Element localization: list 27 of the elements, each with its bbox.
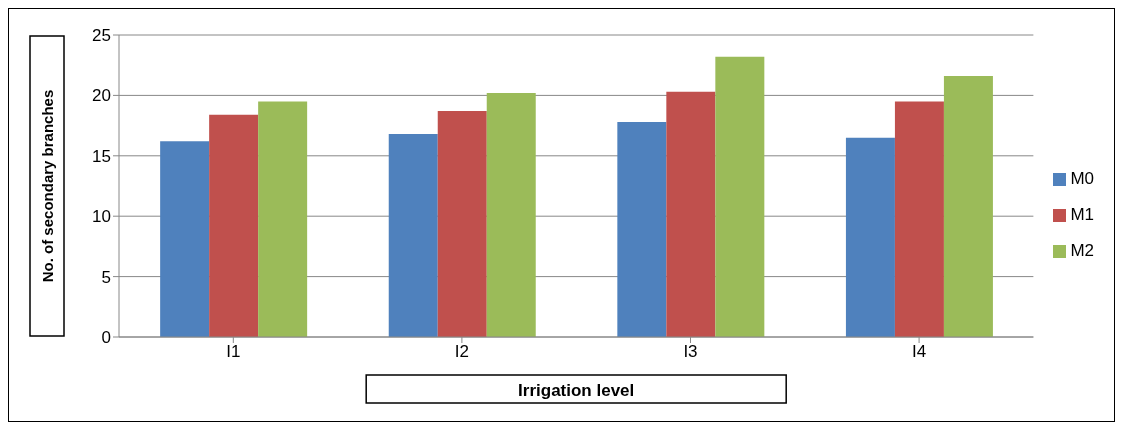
bar: [943, 76, 993, 337]
bar: [845, 137, 895, 337]
bar: [715, 56, 765, 337]
x-tick-label: I4: [911, 342, 927, 362]
y-tick-label: 20: [92, 86, 111, 106]
bar: [666, 91, 716, 337]
x-axis-title: Irrigation level: [518, 380, 635, 400]
bar: [894, 101, 944, 337]
y-tick-label: 5: [101, 267, 111, 287]
bar: [160, 141, 210, 337]
y-axis-title: No. of secondary branches: [38, 89, 56, 283]
legend-label: M1: [1070, 205, 1094, 224]
x-tick-label: I3: [683, 342, 698, 362]
y-tick-label: 0: [101, 328, 111, 348]
bar: [437, 111, 487, 337]
y-tick-label: 15: [92, 146, 111, 166]
y-tick-label: 10: [92, 207, 111, 227]
y-tick-label: 25: [92, 26, 111, 46]
bar: [617, 121, 667, 337]
bar: [209, 114, 259, 337]
legend-label: M0: [1070, 169, 1094, 188]
bar: [388, 134, 438, 337]
bar: [486, 92, 536, 337]
x-tick-label: I2: [454, 342, 469, 362]
x-tick-label: I1: [226, 342, 241, 362]
legend-label: M2: [1070, 241, 1094, 260]
bar: [258, 101, 308, 337]
